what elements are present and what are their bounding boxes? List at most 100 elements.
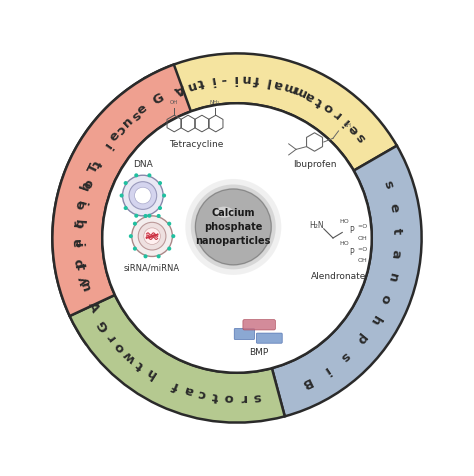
Text: p: p [72,256,86,268]
Wedge shape [53,78,170,344]
Circle shape [133,222,137,226]
Text: Alendronate: Alendronate [311,272,366,281]
Text: w: w [121,347,138,365]
Text: P: P [349,226,354,235]
Text: Ibuprofen: Ibuprofen [293,160,336,169]
Circle shape [171,234,175,238]
Circle shape [144,254,147,258]
Text: t: t [197,75,206,89]
Circle shape [167,222,171,226]
Text: t: t [390,227,403,234]
Text: =O: =O [357,224,368,229]
Circle shape [191,185,276,269]
Circle shape [124,181,128,185]
Text: n: n [184,78,197,93]
Text: h: h [366,313,382,327]
Text: A: A [173,81,187,97]
Circle shape [132,216,173,257]
Text: o: o [377,292,392,306]
Text: H₂N: H₂N [309,220,324,229]
Circle shape [156,214,161,218]
Text: siRNA/miRNA: siRNA/miRNA [124,263,180,272]
Circle shape [195,189,271,265]
Text: a: a [389,249,403,259]
Text: p: p [353,331,369,347]
Text: OH: OH [358,236,367,240]
Circle shape [185,179,281,275]
Text: Tetracycline: Tetracycline [169,140,224,149]
Text: =O: =O [357,247,368,252]
Text: c: c [113,122,128,137]
Text: h: h [144,365,159,381]
Circle shape [123,175,163,216]
Text: HO: HO [339,219,349,224]
Circle shape [162,194,166,198]
Text: i: i [209,73,215,87]
Circle shape [134,214,138,218]
Text: n: n [119,114,135,130]
Text: e: e [106,128,122,143]
FancyBboxPatch shape [243,319,275,330]
Text: f: f [253,73,260,86]
Text: i: i [100,140,113,151]
Text: G: G [150,90,166,108]
Circle shape [158,206,162,210]
Text: s: s [354,130,369,145]
Text: s: s [337,348,352,364]
Text: e: e [73,198,88,210]
Text: c: c [197,387,207,401]
Text: a: a [71,238,84,248]
Text: T: T [86,161,101,175]
Text: a: a [302,88,317,104]
Circle shape [119,194,124,198]
Text: B: B [298,374,313,390]
Text: m: m [291,82,308,99]
Text: r: r [71,219,85,228]
Text: h: h [78,179,94,192]
Circle shape [134,173,138,178]
Text: HO: HO [339,241,349,246]
Circle shape [167,247,171,251]
Text: n: n [240,72,250,85]
Wedge shape [53,65,191,316]
Wedge shape [272,146,421,416]
Text: i: i [232,72,237,85]
Text: n: n [77,281,92,294]
Text: i: i [71,243,84,248]
Circle shape [144,214,147,218]
Text: e: e [135,101,150,118]
Circle shape [135,187,151,204]
Text: t: t [73,262,87,271]
Text: r: r [104,329,118,343]
Text: o: o [112,339,128,355]
Text: A: A [85,299,101,314]
Circle shape [129,234,133,238]
Text: o: o [321,99,336,115]
Text: OH: OH [358,258,367,263]
Text: DNA: DNA [133,159,153,169]
Text: t: t [211,389,219,403]
Text: t: t [134,358,146,372]
Circle shape [102,103,372,373]
Circle shape [124,206,128,210]
Text: l: l [264,74,271,88]
Text: n: n [384,271,399,283]
Text: G: G [95,317,111,333]
Text: o: o [79,177,95,190]
Text: NH₂: NH₂ [210,100,220,105]
Text: r: r [239,391,246,404]
Text: m: m [281,79,298,95]
Text: BMP: BMP [249,348,269,357]
Text: t: t [89,158,103,169]
Text: Calcium
phosphate
nanoparticles: Calcium phosphate nanoparticles [196,208,271,246]
Text: a: a [272,76,284,91]
Text: OH: OH [170,100,178,105]
Text: s: s [380,179,395,190]
Text: y: y [76,275,91,287]
Circle shape [133,247,137,251]
Text: o: o [224,391,234,404]
Text: i: i [320,364,332,377]
Circle shape [194,188,272,266]
Text: i: i [74,200,88,207]
Text: i: i [340,115,352,128]
